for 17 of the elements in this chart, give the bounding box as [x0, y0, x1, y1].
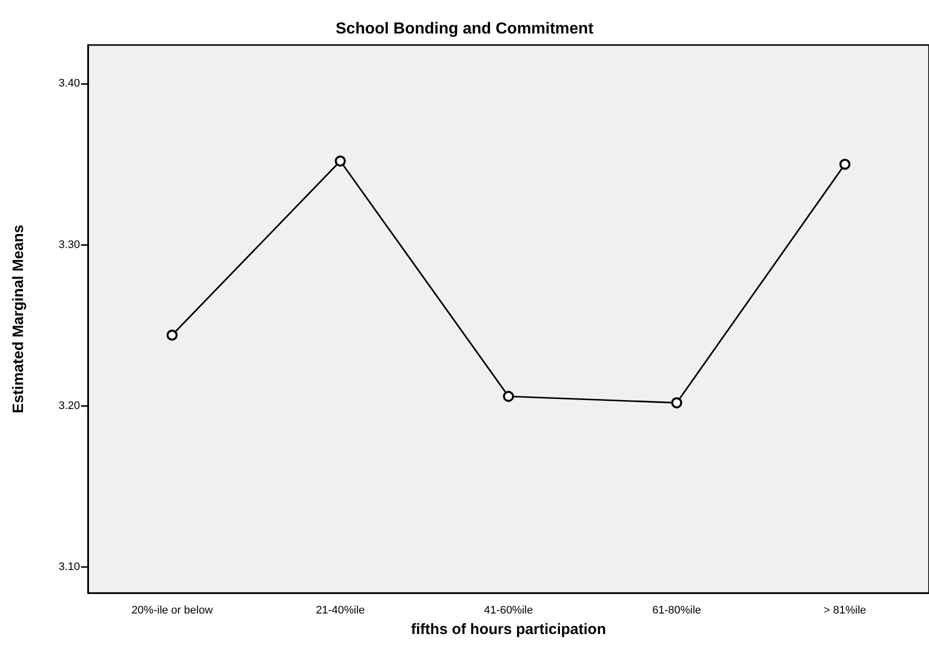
y-tick-label: 3.40: [58, 78, 80, 90]
x-tick-label: 61-80%ile: [652, 604, 702, 616]
y-tick-label: 3.30: [58, 238, 80, 251]
point: [671, 397, 682, 408]
point: [839, 158, 850, 170]
x-tick-label: > 81%ile: [824, 604, 866, 616]
x-tick-label: 41-60%ile: [484, 604, 533, 616]
x-tick-label: 21-40%ile: [316, 604, 365, 616]
point: [334, 156, 346, 167]
y-axis-title: Estimated Marginal Means: [10, 224, 27, 414]
x-axis-title: fifths of hours participation: [411, 621, 606, 638]
y-tick-label: 3.10: [58, 561, 80, 574]
point: [166, 330, 178, 341]
y-tick-label: 3.20: [58, 400, 80, 412]
point: [503, 390, 514, 402]
chart-title: School Bonding and Commitment: [336, 20, 594, 38]
x-tick-label: 20%-ile or below: [131, 604, 213, 616]
